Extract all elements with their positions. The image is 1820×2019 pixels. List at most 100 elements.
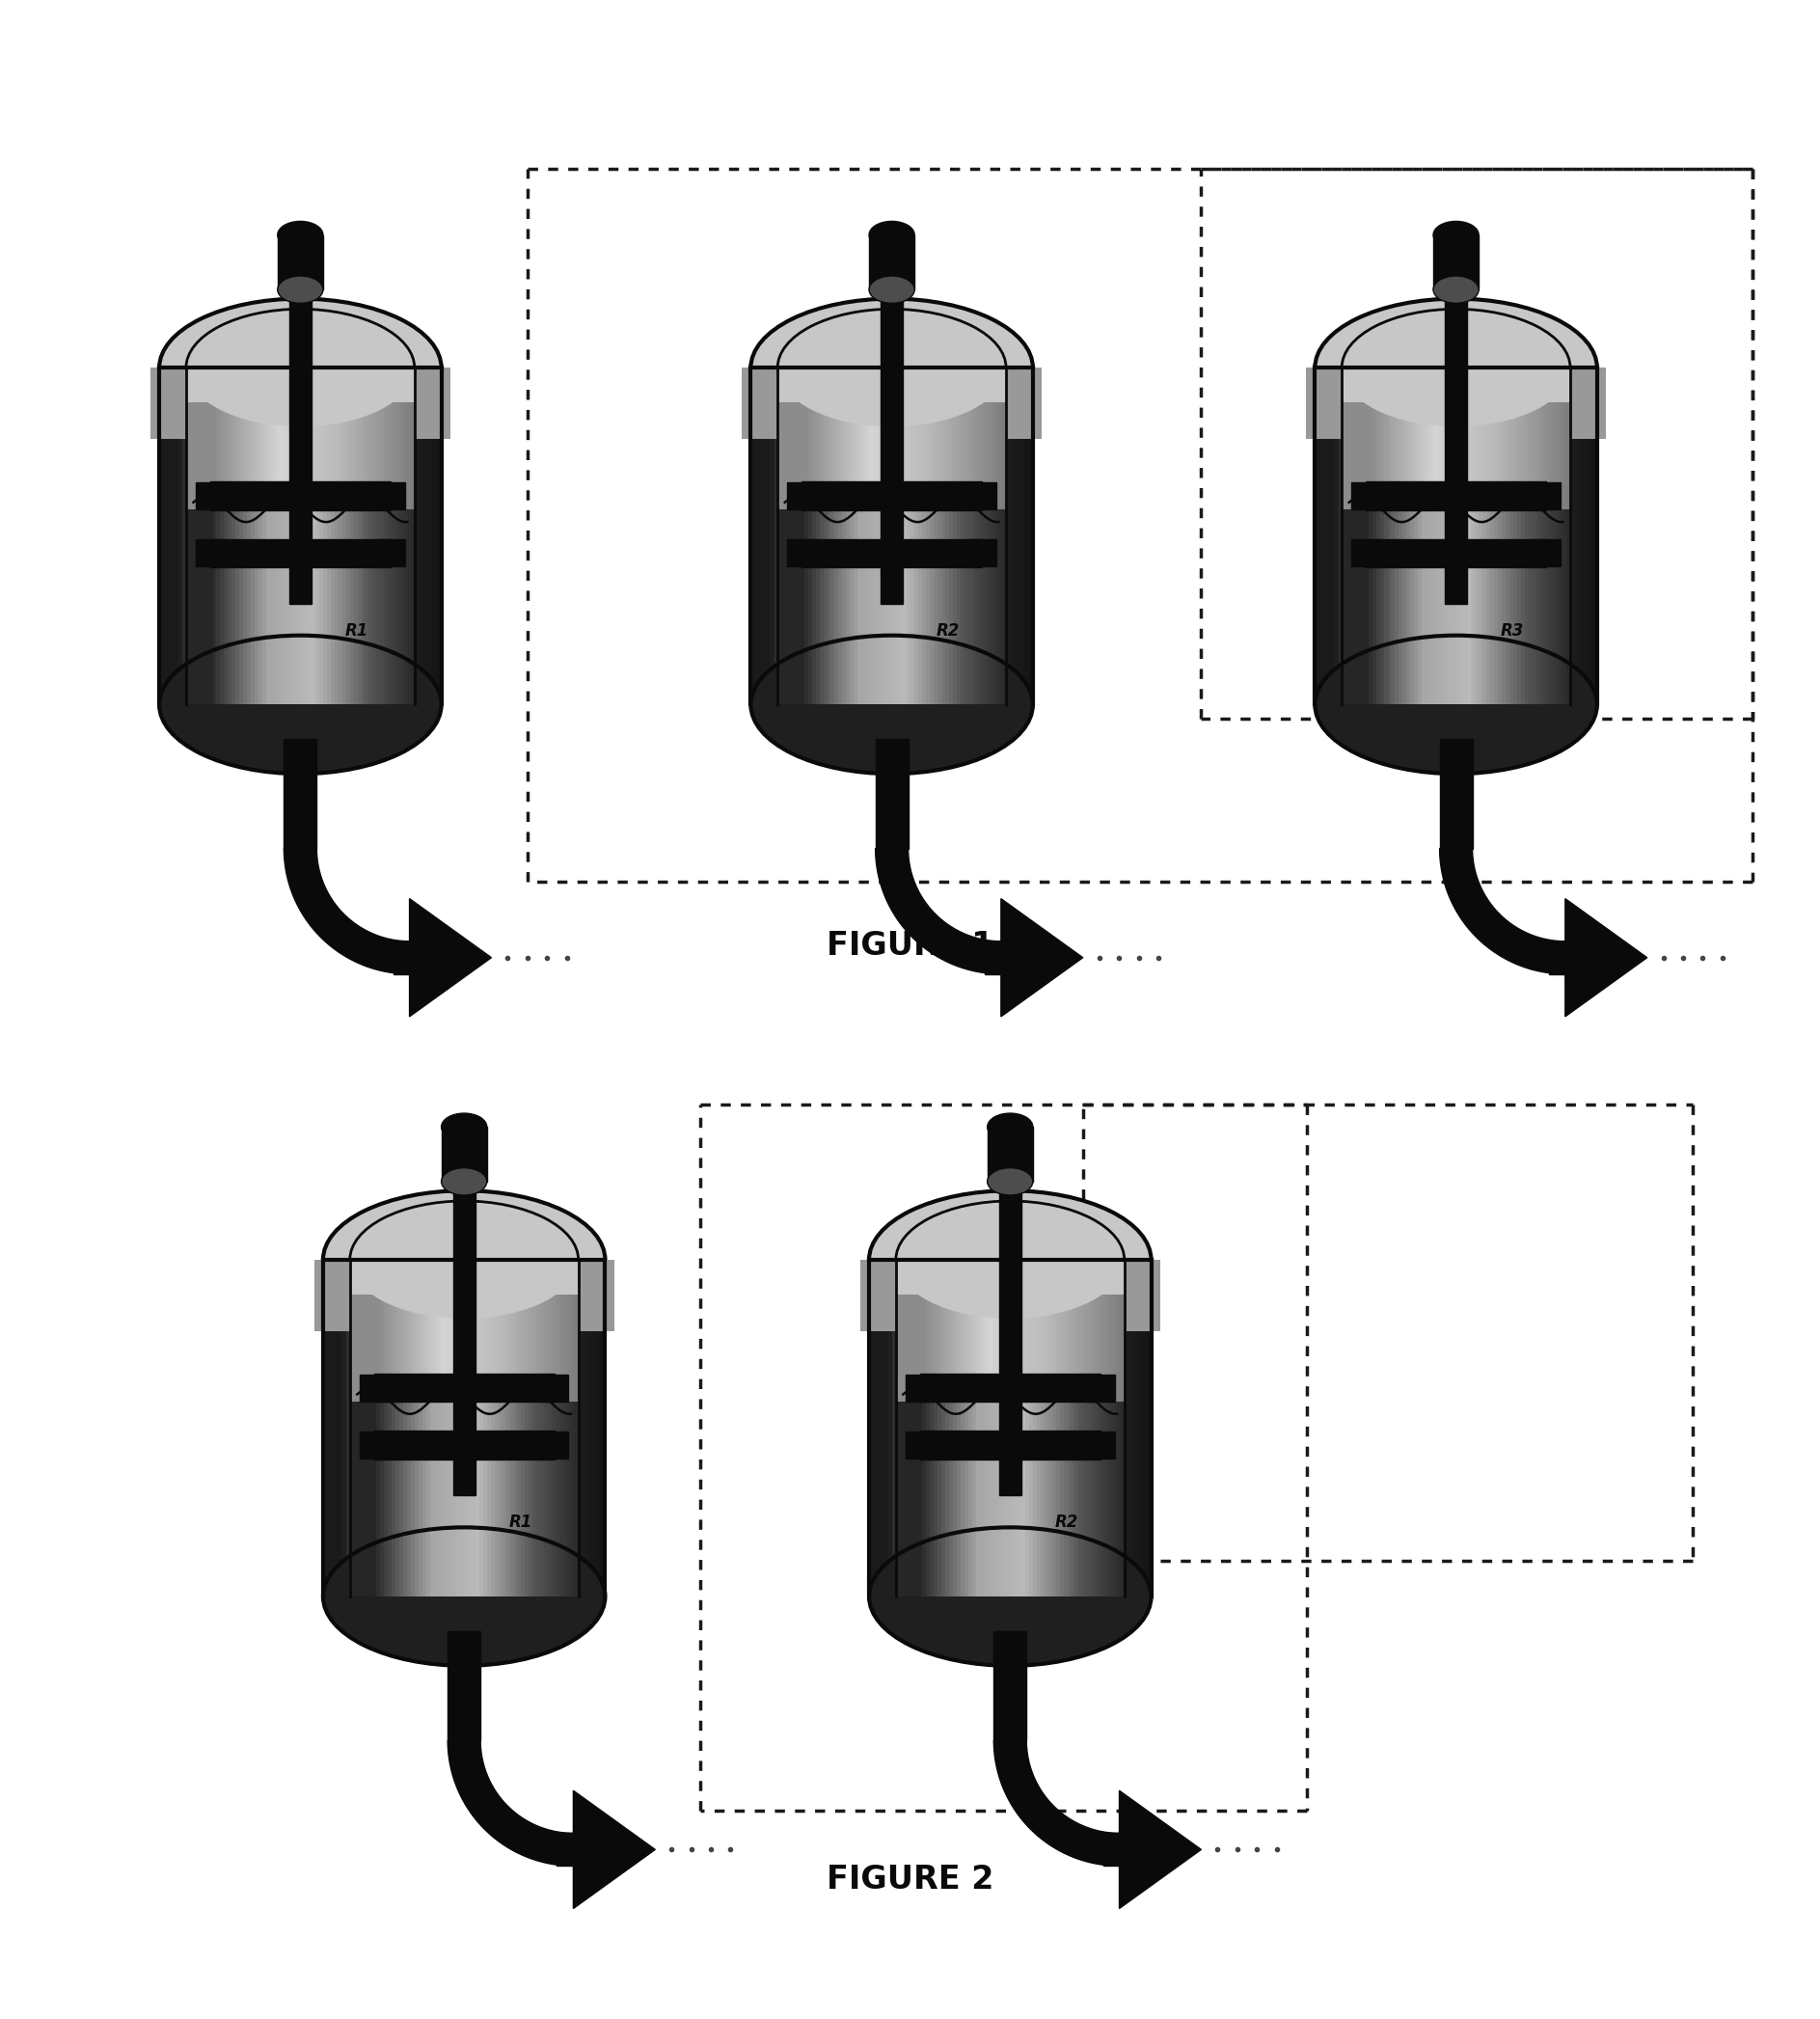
Bar bbox=[362, 1260, 366, 1401]
Bar bbox=[1320, 367, 1325, 705]
Bar bbox=[968, 483, 996, 509]
Bar bbox=[446, 1260, 450, 1597]
Bar bbox=[464, 1260, 470, 1597]
Bar bbox=[515, 1260, 522, 1597]
Bar bbox=[1019, 367, 1025, 705]
Bar bbox=[903, 1260, 908, 1597]
Bar bbox=[945, 1260, 950, 1401]
Bar bbox=[797, 367, 801, 509]
Bar bbox=[248, 367, 251, 705]
Bar bbox=[923, 1260, 926, 1597]
Bar bbox=[965, 1260, 968, 1401]
Bar bbox=[870, 1260, 875, 1597]
Bar bbox=[304, 367, 309, 705]
Bar bbox=[764, 367, 770, 705]
Bar bbox=[1532, 483, 1560, 509]
Bar bbox=[1432, 367, 1438, 705]
Bar bbox=[881, 367, 885, 705]
Bar bbox=[202, 367, 206, 705]
Bar bbox=[399, 367, 404, 509]
Bar bbox=[864, 367, 870, 705]
Bar bbox=[300, 367, 306, 509]
Bar bbox=[511, 1260, 517, 1597]
Bar bbox=[906, 367, 912, 705]
Bar bbox=[577, 1260, 582, 1597]
Bar bbox=[1045, 1260, 1048, 1597]
Bar bbox=[972, 1260, 977, 1401]
Bar bbox=[1105, 1260, 1110, 1401]
Bar bbox=[934, 367, 939, 705]
Bar bbox=[1037, 1260, 1045, 1597]
Bar bbox=[541, 1260, 544, 1401]
Bar bbox=[888, 1260, 894, 1597]
Bar bbox=[895, 367, 901, 509]
Bar bbox=[178, 367, 184, 705]
Bar bbox=[349, 367, 355, 705]
Bar bbox=[892, 1260, 899, 1597]
Bar bbox=[335, 367, 339, 705]
Bar bbox=[968, 367, 972, 509]
Bar bbox=[291, 367, 297, 705]
Bar bbox=[217, 367, 222, 705]
Bar bbox=[198, 367, 202, 509]
Bar bbox=[1383, 367, 1389, 705]
Bar bbox=[224, 367, 229, 705]
Bar bbox=[231, 367, 237, 705]
Bar bbox=[380, 367, 386, 705]
Ellipse shape bbox=[160, 636, 442, 773]
Bar bbox=[318, 367, 324, 705]
Bar bbox=[857, 367, 863, 509]
Bar bbox=[395, 367, 400, 509]
Bar bbox=[1014, 367, 1019, 705]
Bar bbox=[349, 1260, 355, 1401]
Bar bbox=[384, 367, 389, 705]
Bar bbox=[846, 367, 850, 509]
Bar bbox=[1527, 367, 1532, 705]
Bar bbox=[453, 1260, 457, 1597]
Bar bbox=[1551, 367, 1556, 705]
Bar bbox=[895, 367, 901, 705]
Bar bbox=[1056, 1260, 1061, 1401]
Bar bbox=[339, 367, 344, 705]
Bar bbox=[266, 367, 271, 705]
Bar bbox=[994, 367, 999, 509]
Bar bbox=[422, 1260, 428, 1401]
Bar bbox=[1117, 1260, 1121, 1401]
Bar bbox=[1434, 234, 1480, 289]
Bar bbox=[408, 367, 411, 705]
Bar bbox=[1016, 1260, 1021, 1597]
Bar bbox=[968, 1260, 974, 1597]
Bar bbox=[1358, 367, 1361, 509]
Bar bbox=[976, 367, 983, 705]
Bar bbox=[562, 1260, 568, 1597]
Bar bbox=[1551, 367, 1556, 705]
Bar bbox=[941, 1260, 946, 1597]
Bar bbox=[1463, 367, 1469, 509]
Bar bbox=[755, 367, 761, 705]
Ellipse shape bbox=[349, 1201, 579, 1318]
Bar bbox=[1429, 367, 1434, 705]
Bar bbox=[262, 367, 268, 705]
Bar bbox=[823, 367, 828, 509]
Bar bbox=[861, 1260, 1161, 1331]
Bar bbox=[404, 1260, 408, 1597]
Bar bbox=[1522, 367, 1525, 705]
Bar bbox=[1403, 367, 1407, 509]
Bar bbox=[892, 367, 897, 509]
Bar bbox=[249, 367, 255, 705]
Ellipse shape bbox=[324, 1526, 604, 1666]
Bar bbox=[468, 1260, 473, 1597]
Bar bbox=[1578, 367, 1583, 705]
Bar bbox=[206, 367, 211, 705]
Bar bbox=[1380, 367, 1385, 509]
Bar bbox=[935, 1260, 941, 1597]
Bar bbox=[315, 367, 320, 705]
Bar bbox=[217, 367, 222, 705]
Bar bbox=[1558, 367, 1563, 509]
Ellipse shape bbox=[870, 277, 915, 303]
Bar bbox=[999, 367, 1006, 705]
Bar bbox=[1421, 367, 1427, 509]
Bar bbox=[930, 1260, 935, 1597]
Bar bbox=[832, 367, 835, 705]
Bar bbox=[979, 1260, 985, 1401]
